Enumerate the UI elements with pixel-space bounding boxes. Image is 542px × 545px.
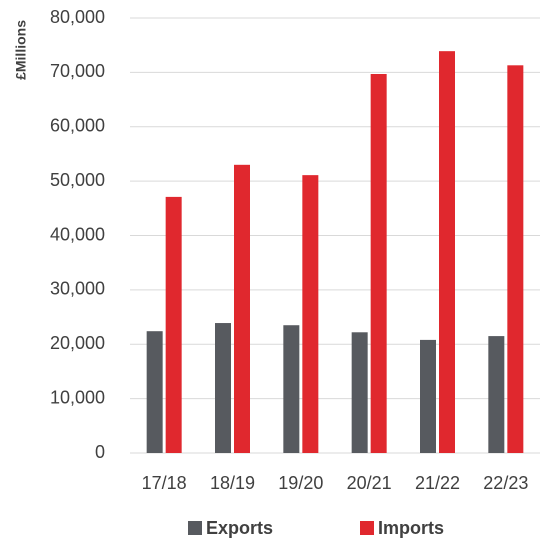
bar xyxy=(420,339,436,453)
bar xyxy=(234,164,250,453)
legend-swatch xyxy=(360,521,374,535)
bar xyxy=(507,65,524,454)
bar xyxy=(370,74,387,453)
y-tick-label: 70,000 xyxy=(50,61,105,81)
legend-label: Exports xyxy=(206,518,273,538)
y-tick-label: 20,000 xyxy=(50,333,105,353)
y-tick-label: 80,000 xyxy=(50,7,105,27)
bar xyxy=(165,196,182,454)
y-tick-label: 30,000 xyxy=(50,279,105,299)
x-tick-label: 19/20 xyxy=(278,473,323,493)
bar xyxy=(215,323,231,453)
y-axis-title: £Millions xyxy=(13,20,29,80)
y-tick-label: 0 xyxy=(95,442,105,462)
x-tick-label: 20/21 xyxy=(347,473,392,493)
bar xyxy=(351,332,368,453)
x-tick-label: 18/19 xyxy=(210,473,255,493)
bar xyxy=(146,331,163,453)
bar xyxy=(439,51,455,453)
x-tick-label: 22/23 xyxy=(483,473,528,493)
y-tick-label: 50,000 xyxy=(50,170,105,190)
legend-label: Imports xyxy=(378,518,444,538)
bar xyxy=(302,175,319,454)
y-tick-label: 10,000 xyxy=(50,387,105,407)
legend-swatch xyxy=(188,521,202,535)
y-tick-label: 60,000 xyxy=(50,116,105,136)
x-tick-label: 21/22 xyxy=(415,473,460,493)
x-tick-label: 17/18 xyxy=(142,473,187,493)
bar xyxy=(283,325,300,453)
bar xyxy=(488,336,505,453)
y-tick-label: 40,000 xyxy=(50,224,105,244)
